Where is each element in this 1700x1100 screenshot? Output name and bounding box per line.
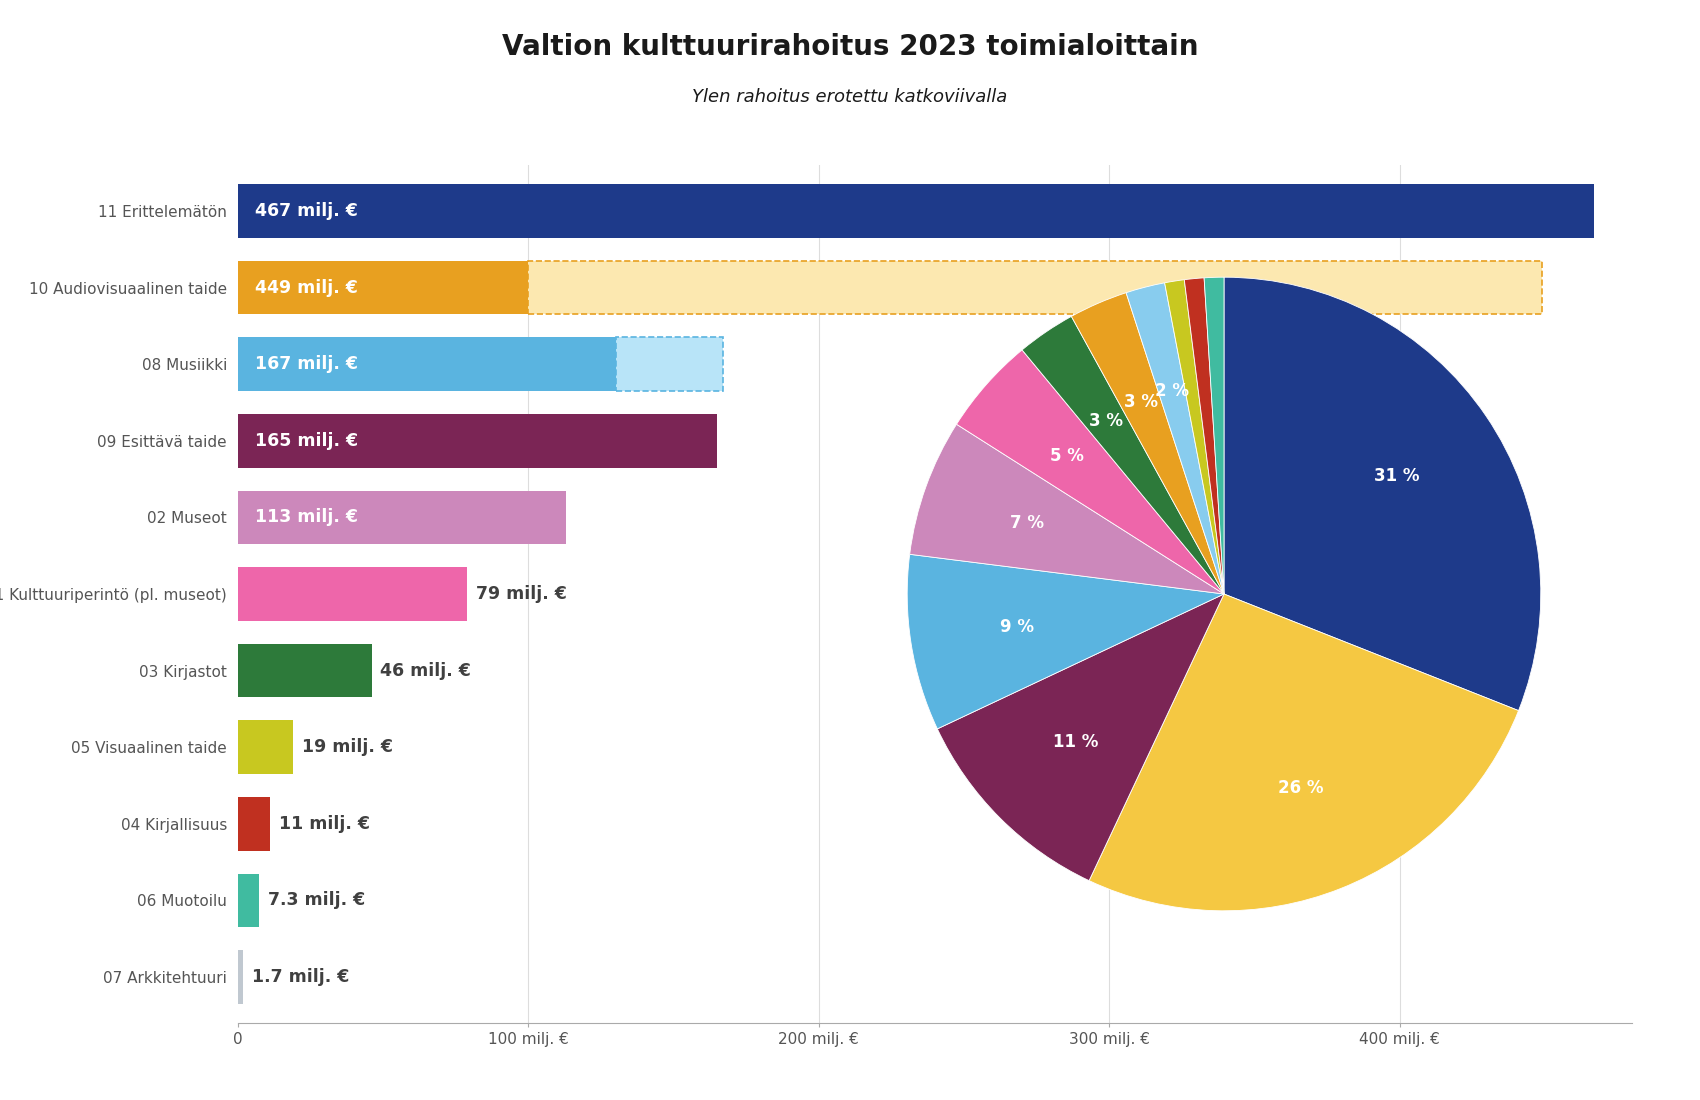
Text: 449 milj. €: 449 milj. € bbox=[255, 278, 359, 297]
Text: 11 milj. €: 11 milj. € bbox=[279, 815, 369, 833]
Text: 2 %: 2 % bbox=[1154, 383, 1188, 400]
Text: 5 %: 5 % bbox=[1051, 447, 1085, 464]
Text: 7.3 milj. €: 7.3 milj. € bbox=[269, 891, 366, 910]
Wedge shape bbox=[1185, 278, 1224, 594]
Text: 3 %: 3 % bbox=[1124, 393, 1158, 411]
Bar bbox=[238, 798, 270, 850]
Bar bbox=[238, 644, 372, 697]
Wedge shape bbox=[1071, 293, 1224, 594]
Bar bbox=[238, 568, 468, 620]
Bar bbox=[238, 491, 566, 544]
Bar bbox=[238, 950, 243, 1004]
Bar bbox=[238, 184, 1595, 238]
Text: 467 milj. €: 467 milj. € bbox=[255, 202, 359, 220]
Text: Ylen rahoitus erotettu katkoviivalla: Ylen rahoitus erotettu katkoviivalla bbox=[692, 88, 1008, 106]
Text: 167 milj. €: 167 milj. € bbox=[255, 355, 359, 373]
Text: 3 %: 3 % bbox=[1090, 412, 1124, 430]
Text: 46 milj. €: 46 milj. € bbox=[381, 661, 471, 680]
Text: 9 %: 9 % bbox=[1001, 618, 1035, 636]
Text: 11 %: 11 % bbox=[1054, 733, 1098, 751]
Wedge shape bbox=[1125, 283, 1224, 594]
Text: 165 milj. €: 165 milj. € bbox=[255, 432, 359, 450]
FancyBboxPatch shape bbox=[529, 261, 1542, 315]
Bar bbox=[238, 720, 292, 774]
FancyBboxPatch shape bbox=[615, 338, 722, 390]
Bar bbox=[238, 414, 717, 468]
Text: 113 milj. €: 113 milj. € bbox=[255, 508, 359, 527]
Wedge shape bbox=[1164, 279, 1224, 594]
Bar bbox=[238, 261, 529, 315]
Wedge shape bbox=[1224, 277, 1540, 711]
Text: 19 milj. €: 19 milj. € bbox=[303, 738, 393, 756]
Wedge shape bbox=[908, 554, 1224, 729]
Wedge shape bbox=[1090, 594, 1518, 911]
Text: 1.7 milj. €: 1.7 milj. € bbox=[252, 968, 348, 986]
Wedge shape bbox=[910, 425, 1224, 594]
Text: 31 %: 31 % bbox=[1374, 468, 1420, 485]
Text: 79 milj. €: 79 milj. € bbox=[476, 585, 568, 603]
Wedge shape bbox=[957, 350, 1224, 594]
Wedge shape bbox=[937, 594, 1224, 881]
Text: 7 %: 7 % bbox=[1010, 514, 1044, 532]
Bar bbox=[238, 873, 258, 927]
Text: 26 %: 26 % bbox=[1278, 780, 1324, 798]
Text: Valtion kulttuurirahoitus 2023 toimialoittain: Valtion kulttuurirahoitus 2023 toimialoi… bbox=[502, 33, 1198, 60]
Bar bbox=[238, 338, 615, 390]
Wedge shape bbox=[1204, 277, 1224, 594]
Wedge shape bbox=[1022, 317, 1224, 594]
